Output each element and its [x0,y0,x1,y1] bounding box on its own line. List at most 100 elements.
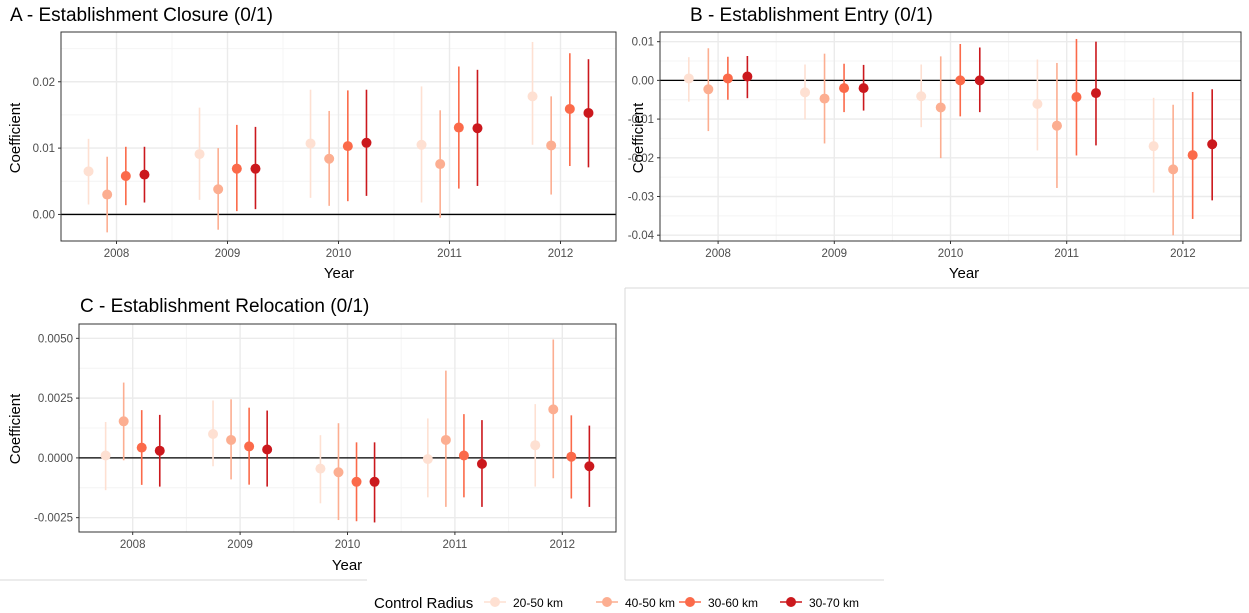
panel-c-point [530,440,541,451]
panel-a-point [546,140,557,151]
legend-items: 20-50 km 40-50 km 30-60 km 30-70 km [484,596,859,610]
panel-a-point [231,163,242,174]
legend: Control Radius 20-50 km 40-50 km 30-60 km 3… [374,595,859,612]
panel-c-point [369,476,380,487]
panel-b-xtick-label: 2009 [822,248,848,260]
panel-c-point [262,444,273,455]
panel-c-point [422,454,433,465]
panel-a-point [139,169,150,180]
panel-b-point [1051,120,1062,131]
panel-b-plot: -0.04 -0.03 -0.02 -0.01 0.00 0.01 2008 2009 2010… [628,31,1242,260]
panel-b-border [659,31,1242,242]
panel-a-point [416,139,427,150]
panel-c-point [566,451,577,462]
legend-key-point [602,597,612,607]
panel-b-point [974,75,985,86]
panel-b-point [1207,139,1218,150]
panel-a-point [194,149,205,160]
panel-b-title: B - Establishment Entry (0/1) [690,5,933,26]
panel-c: C - Establishment Relocation (0/1) -0.00… [7,296,617,574]
panel-b-point [1032,98,1043,109]
panel-b-point [955,75,966,86]
panel-c-point [100,450,111,461]
panel-a-point [564,103,575,114]
panel-b-point [800,87,811,98]
panel-c-xlabel: Year [332,557,362,574]
panel-c-point [440,434,451,445]
panel-a-point [435,159,446,170]
panel-c-border [78,323,617,533]
legend-label: 40-50 km [625,596,675,610]
panel-a-ytick-label: 0.02 [33,77,55,89]
legend-key-point [685,597,695,607]
panel-b-xtick-label: 2008 [705,248,731,260]
panel-a-point [472,123,483,134]
panel-b-ytick-label: 0.00 [632,75,654,87]
panel-a-xtick-label: 2012 [548,248,574,260]
panel-b-ytick-label: -0.04 [628,230,655,242]
panel-a-xtick-label: 2011 [437,248,462,260]
panel-b-point [839,83,850,94]
panel-b-ytick-label: -0.01 [628,114,654,126]
panel-c-point [244,441,255,452]
panel-a-xtick-label: 2010 [326,248,352,260]
legend-title: Control Radius [374,595,473,612]
panel-b-point [1187,150,1198,161]
panel-b: B - Establishment Entry (0/1) -0.04 -0.03… [628,5,1242,282]
legend-key-point [490,597,500,607]
panel-c-point [476,458,487,469]
panel-c-xtick-label: 2011 [443,539,468,551]
panel-a-point [583,107,594,118]
panel-b-xtick-label: 2011 [1054,248,1079,260]
panel-a-point [453,122,464,133]
panel-b-xtick-label: 2010 [938,248,964,260]
panel-b-xtick-label: 2012 [1170,248,1196,260]
legend-key-point [786,597,796,607]
panel-a-ytick-label: 0.00 [33,209,55,221]
panel-a-point [342,141,353,152]
panel-c-point [333,467,344,478]
panel-a-xtick-label: 2008 [104,248,130,260]
panel-b-point [916,91,927,102]
panel-c-point [136,442,147,453]
panel-a-title: A - Establishment Closure (0/1) [10,5,273,26]
panel-c-title: C - Establishment Relocation (0/1) [80,296,369,317]
panel-b-point [1168,164,1179,175]
panel-c-ytick-label: 0.0025 [38,393,73,405]
panel-c-point [208,428,219,439]
panel-a-point [305,138,316,149]
panel-c-xtick-label: 2010 [335,539,361,551]
panel-c-plot: -0.0025 0.0000 0.0025 0.0050 2008 2009 2010 201… [34,323,617,551]
legend-label: 20-50 km [513,596,563,610]
panel-a-point [527,91,538,102]
legend-label: 30-60 km [708,596,758,610]
panel-b-point [1090,88,1101,99]
panel-c-ytick-label: 0.0000 [38,453,73,465]
panel-a-point [250,163,261,174]
panel-c-point [351,476,362,487]
panel-b-point [703,84,714,95]
panel-a-point [102,189,113,200]
panel-b-point [1148,141,1159,152]
panel-c-xtick-label: 2008 [120,539,146,551]
panel-c-point [118,416,129,427]
panel-c-point [226,434,237,445]
panel-a-point [120,170,131,181]
panel-a-plot: 0.00 0.01 0.02 2008 2009 2010 2011 2012 [33,31,617,260]
panel-b-ytick-label: -0.03 [628,191,654,203]
panel-b-xlabel: Year [949,265,979,282]
legend-label: 30-70 km [809,596,859,610]
panel-b-point [683,73,694,84]
panel-c-point [584,461,595,472]
panel-a-ytick-label: 0.01 [33,143,55,155]
panel-b-ytick-label: 0.01 [632,37,654,49]
panel-c-ytick-label: 0.0050 [38,333,73,345]
panel-b-point [1071,92,1082,103]
panel-b-point [935,102,946,113]
panel-a-point [361,137,372,148]
panel-a-ylabel: Coefficient [7,102,24,173]
panel-a-point [83,166,94,177]
panel-a-xlabel: Year [324,265,354,282]
panel-c-point [458,450,469,461]
